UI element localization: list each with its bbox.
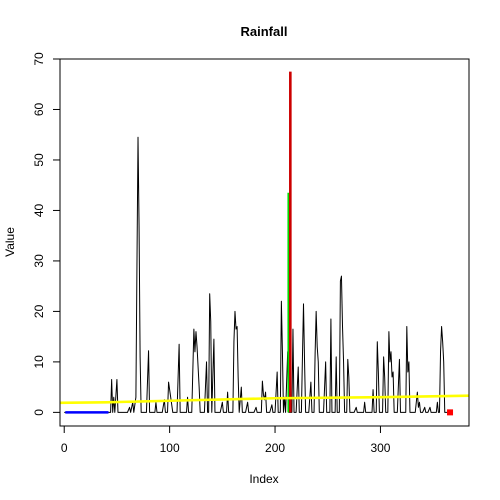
y-tick-label: 70 xyxy=(32,52,46,66)
x-tick-label: 100 xyxy=(160,441,180,455)
y-axis-label: Value xyxy=(3,227,17,257)
y-tick-label: 0 xyxy=(32,409,46,416)
y-tick-label: 10 xyxy=(32,355,46,369)
y-tick-label: 20 xyxy=(32,304,46,318)
chart-title: Rainfall xyxy=(241,24,288,39)
x-tick-label: 300 xyxy=(370,441,390,455)
trend-series xyxy=(59,394,470,405)
y-axis: 0 10 20 30 40 50 60 70 xyxy=(32,52,60,416)
end-marker-point xyxy=(447,409,454,416)
plot-area xyxy=(59,71,470,416)
x-axis-label: Index xyxy=(249,472,278,486)
y-tick-label: 50 xyxy=(32,153,46,167)
x-axis: 0 100 200 300 xyxy=(61,426,391,455)
x-tick-label: 0 xyxy=(61,441,68,455)
x-tick-label: 200 xyxy=(265,441,285,455)
plot-frame xyxy=(59,58,470,427)
y-tick-label: 60 xyxy=(32,102,46,116)
y-tick-label: 30 xyxy=(32,254,46,268)
y-tick-label: 40 xyxy=(32,203,46,217)
